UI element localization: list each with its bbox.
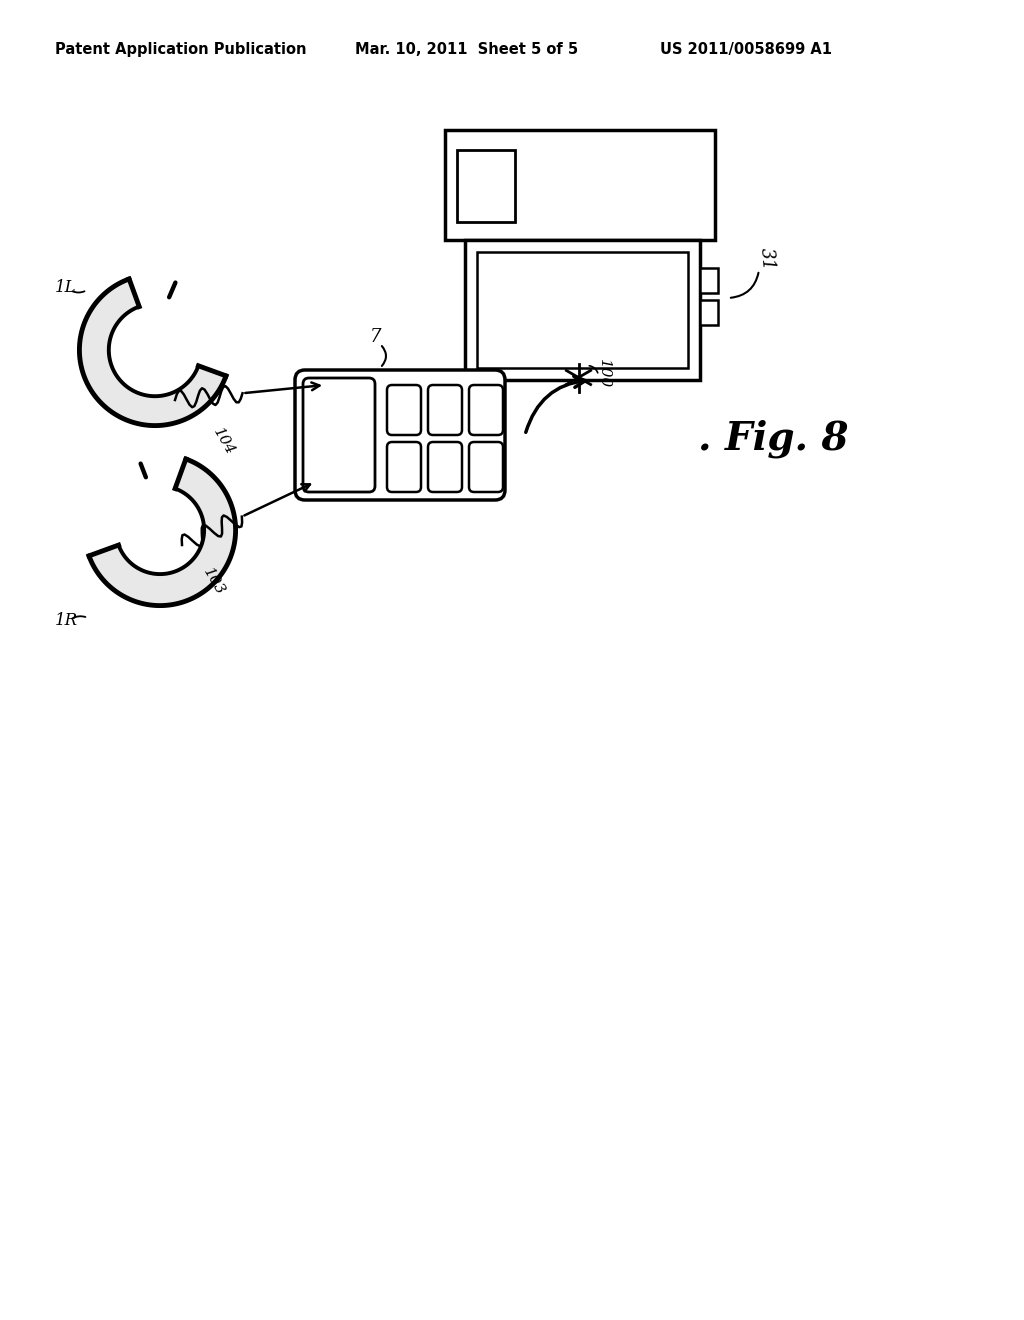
Text: 1L: 1L bbox=[55, 279, 77, 296]
Bar bbox=[700, 268, 718, 293]
FancyBboxPatch shape bbox=[387, 385, 421, 436]
FancyBboxPatch shape bbox=[303, 378, 375, 492]
Bar bbox=[465, 240, 700, 380]
FancyBboxPatch shape bbox=[428, 385, 462, 436]
Bar bbox=[445, 129, 715, 240]
FancyBboxPatch shape bbox=[469, 385, 503, 436]
Text: 7: 7 bbox=[370, 327, 382, 346]
FancyBboxPatch shape bbox=[428, 442, 462, 492]
FancyBboxPatch shape bbox=[469, 442, 503, 492]
Text: 103: 103 bbox=[200, 566, 226, 598]
Text: US 2011/0058699 A1: US 2011/0058699 A1 bbox=[660, 42, 831, 57]
Text: 1R: 1R bbox=[55, 612, 78, 630]
Text: 31: 31 bbox=[757, 247, 777, 271]
FancyBboxPatch shape bbox=[387, 442, 421, 492]
Text: Mar. 10, 2011  Sheet 5 of 5: Mar. 10, 2011 Sheet 5 of 5 bbox=[355, 42, 579, 57]
Bar bbox=[477, 252, 688, 368]
Polygon shape bbox=[80, 279, 226, 425]
FancyBboxPatch shape bbox=[295, 370, 505, 500]
Text: Patent Application Publication: Patent Application Publication bbox=[55, 42, 306, 57]
Text: 104: 104 bbox=[210, 425, 237, 458]
Bar bbox=[457, 150, 515, 222]
Polygon shape bbox=[89, 459, 236, 606]
Bar bbox=[700, 300, 718, 325]
Text: . Fig. 8: . Fig. 8 bbox=[698, 420, 849, 458]
Text: 100: 100 bbox=[597, 359, 610, 388]
